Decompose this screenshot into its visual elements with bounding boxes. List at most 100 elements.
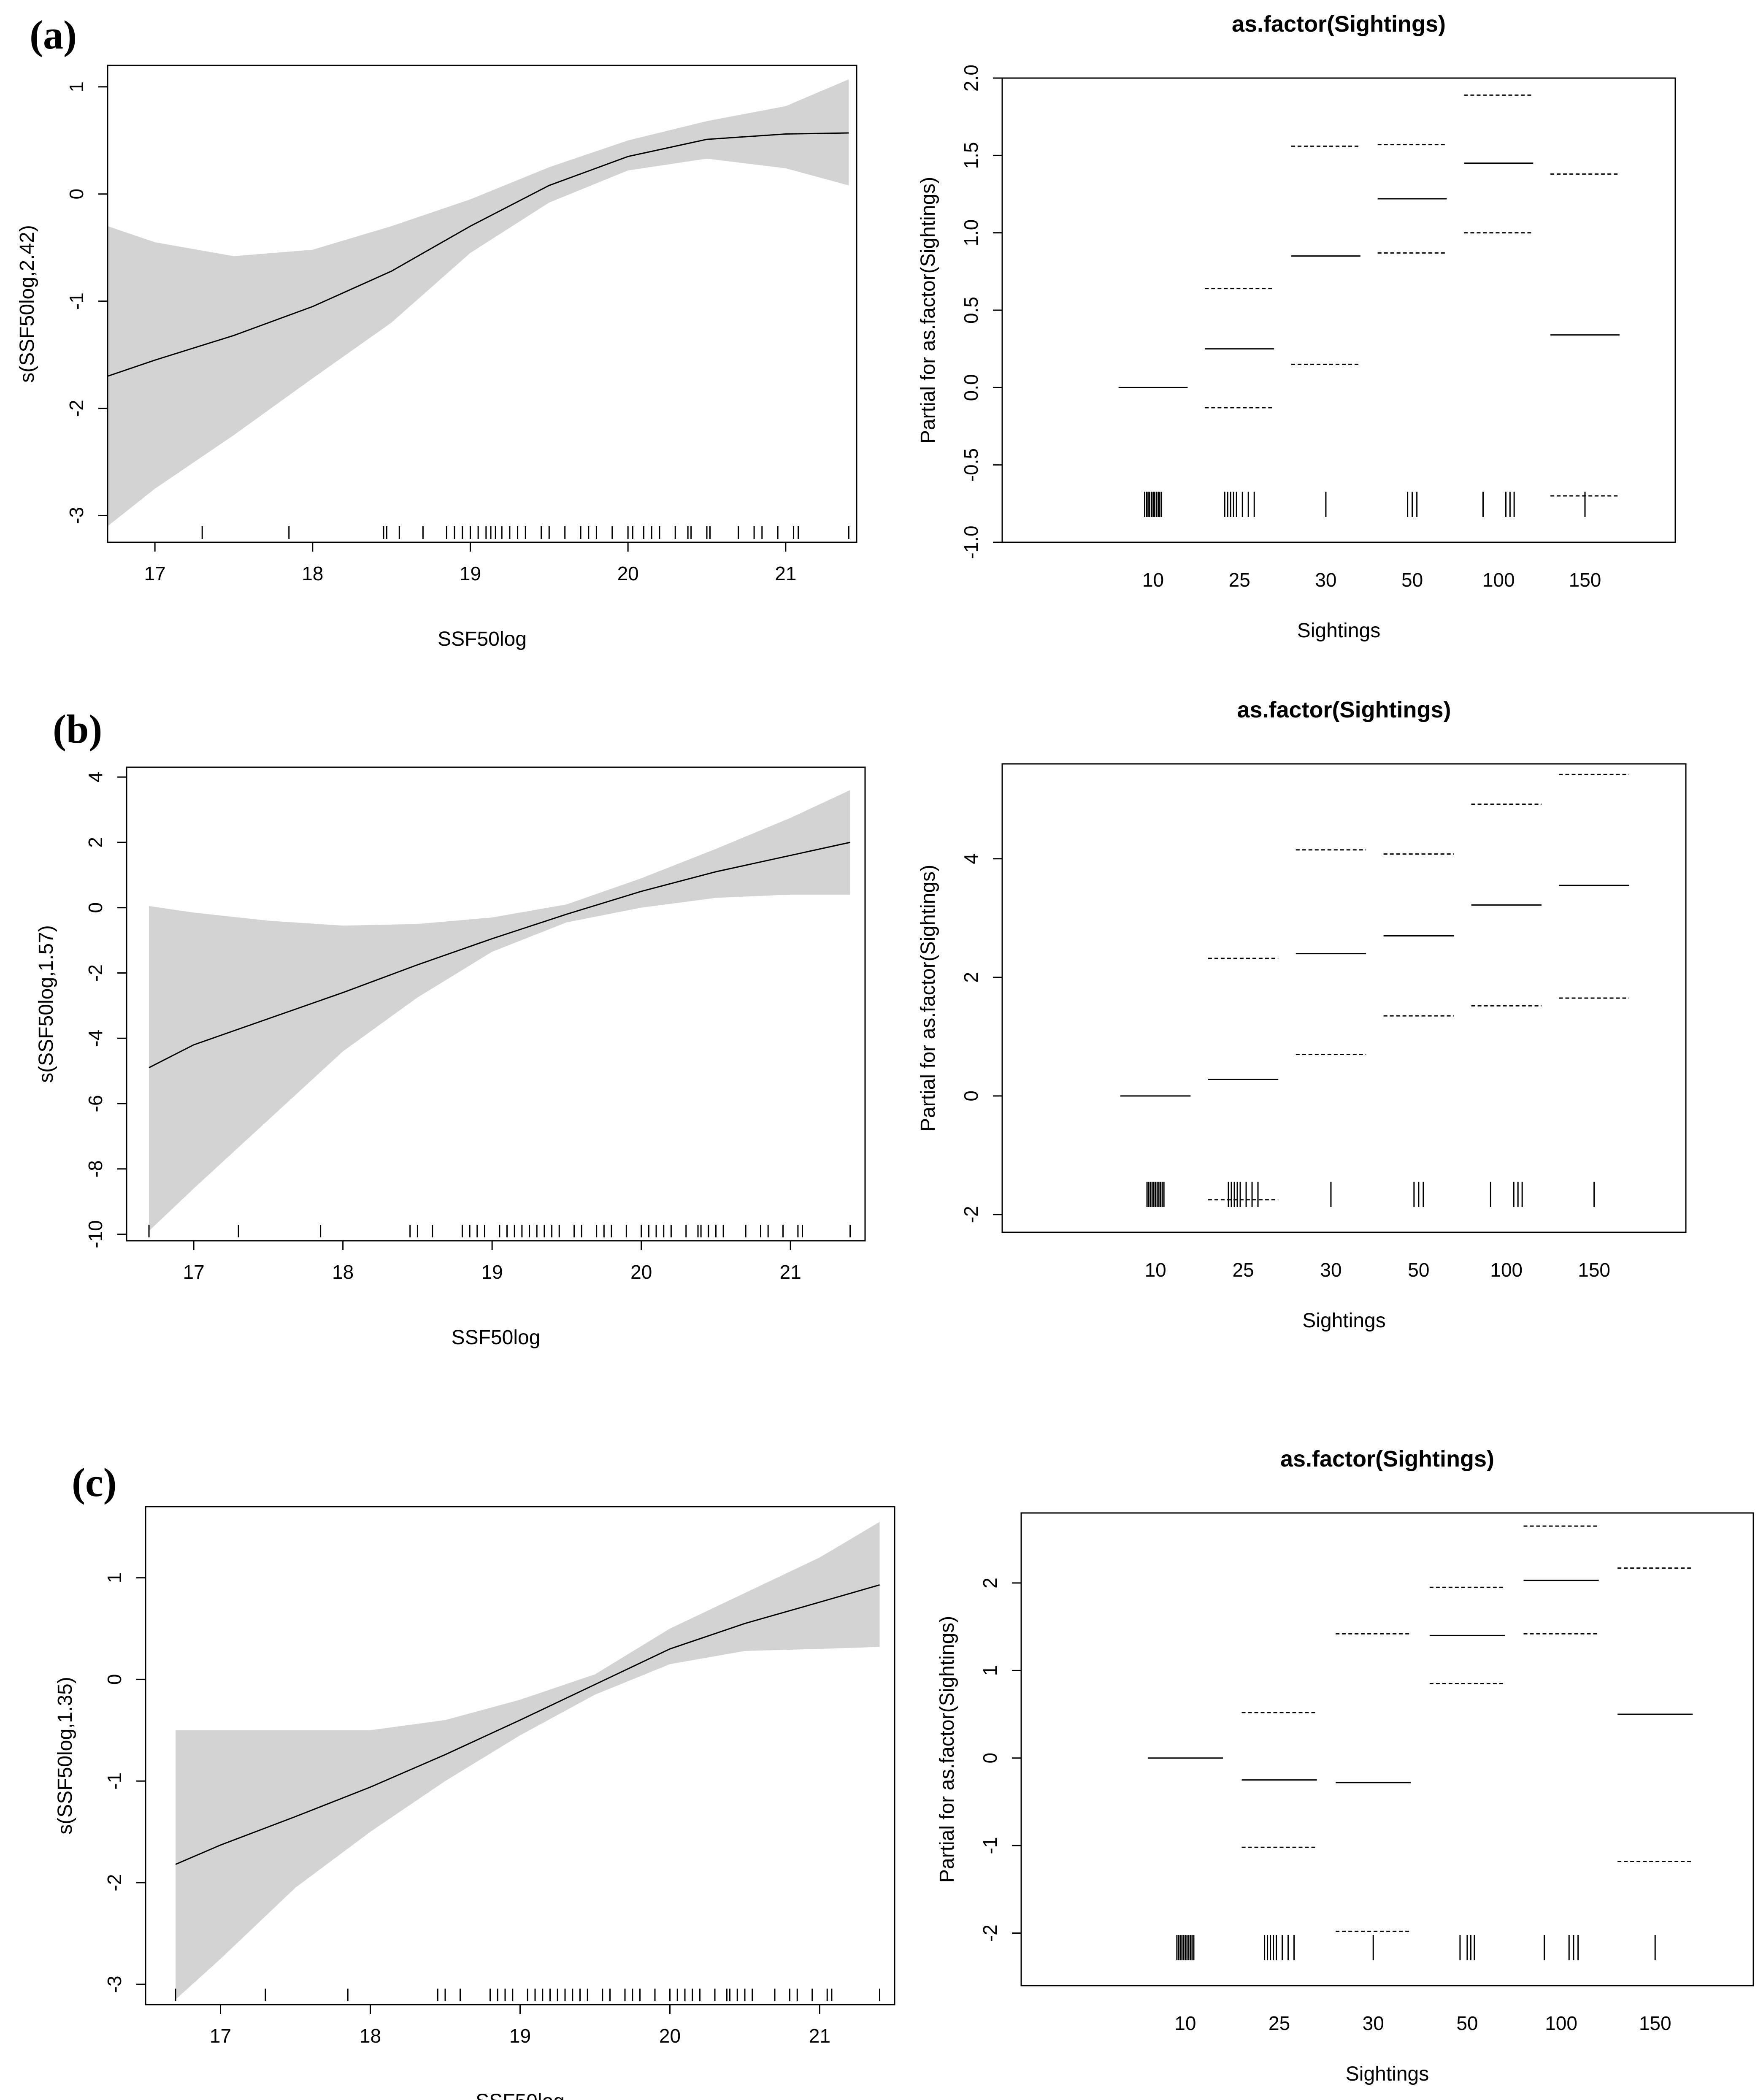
- x-tick-label: 17: [144, 563, 166, 585]
- x-tick-label: 150: [1578, 1259, 1610, 1281]
- smooth-plot-a: 17 18 19 20 21 -3 -2 -1 0 1 SSF50log s(SSF50log,2.4…: [16, 65, 857, 650]
- confidence-band: [108, 79, 849, 526]
- y-tick-label: -4: [84, 1030, 106, 1047]
- plot-frame: [1001, 763, 1687, 1233]
- plot-frame: [1001, 77, 1676, 543]
- x-tick-label: 19: [460, 563, 481, 585]
- x-tick-label: 20: [659, 2025, 681, 2047]
- y-tick-label: -1: [65, 292, 87, 310]
- row-a: (a) 17 18 19 20 21 -3 -2 -1 0 1 SSF50log s(SSF50log…: [16, 11, 1676, 650]
- x-axis-label: Sightings: [1346, 2063, 1429, 2085]
- y-tick-label: -1: [103, 1773, 125, 1790]
- y-tick-label: -2: [103, 1874, 125, 1892]
- x-tick-label: 25: [1268, 2012, 1290, 2034]
- x-axis-label: SSF50log: [452, 1326, 541, 1349]
- x-axis-label: SSF50log: [438, 628, 527, 650]
- x-tick-label: 50: [1401, 569, 1423, 591]
- confidence-band: [149, 790, 850, 1231]
- row-c: (c) 1718192021-3-2-101SSF50logs(SSF50log…: [54, 1446, 1754, 2100]
- confidence-band: [176, 1522, 880, 2000]
- y-tick-label: 0: [65, 189, 87, 200]
- x-tick-label: 20: [630, 1261, 652, 1283]
- panel-label-c: (c): [72, 1460, 117, 1505]
- x-tick-label: 150: [1639, 2012, 1671, 2034]
- y-axis-label: Partial for as.factor(Sightings): [936, 1616, 958, 1883]
- y-tick-label: 0.5: [960, 297, 982, 324]
- y-axis-label: Partial for as.factor(Sightings): [917, 865, 939, 1131]
- y-tick-label: 0: [960, 1091, 982, 1101]
- y-tick-label: -3: [65, 507, 87, 524]
- y-tick-label: 0: [84, 902, 106, 913]
- y-tick-label: 2: [960, 972, 982, 983]
- x-tick-label: 17: [210, 2025, 231, 2047]
- x-tick-label: 18: [302, 563, 323, 585]
- y-tick-label: -2: [960, 1206, 982, 1223]
- y-tick-label: 0.0: [960, 374, 982, 401]
- y-tick-label: 2: [979, 1578, 1001, 1589]
- x-tick-label: 150: [1569, 569, 1601, 591]
- y-tick-label: 0: [979, 1753, 1001, 1764]
- x-tick-label: 10: [1174, 2012, 1196, 2034]
- x-tick-label: 25: [1229, 569, 1250, 591]
- y-tick-label: -1.0: [960, 525, 982, 559]
- x-tick-label: 30: [1363, 2012, 1384, 2034]
- plot-frame: [1020, 1512, 1754, 1986]
- y-axis-label: s(SSF50log,1.35): [54, 1677, 76, 1835]
- x-tick-label: 18: [360, 2025, 381, 2047]
- smooth-plot-c: 17 18 19 20 21 -3 -2 -1 0 1 SSF50log s(SSF50log,1.3…: [54, 1506, 895, 2100]
- plot-title: as.factor(Sightings): [1237, 697, 1451, 723]
- plot-frame: [107, 65, 857, 543]
- y-tick-label: 0: [103, 1674, 125, 1685]
- x-tick-label: 21: [809, 2025, 830, 2047]
- y-tick-label: 1: [103, 1572, 125, 1583]
- y-axis-label: Partial for as.factor(Sightings): [917, 177, 939, 444]
- y-tick-label: 1: [979, 1665, 1001, 1676]
- factor-plot-c: 10 25 30 50 100 150 -2 -1 0 1 2 as.factor(Sightings…: [936, 1446, 1754, 2085]
- factor-plot-b: 10 25 30 50 100 150 -2 0 2 4 as.factor(Sightings) S…: [917, 697, 1687, 1332]
- x-axis-label: Sightings: [1297, 620, 1380, 642]
- x-tick-label: 10: [1145, 1259, 1166, 1281]
- x-tick-label: 50: [1456, 2012, 1478, 2034]
- x-tick-label: 30: [1315, 569, 1336, 591]
- x-tick-label: 18: [332, 1261, 354, 1283]
- row-b: (b) 17 18 19 20 21-10-8-6-4-2024SSF50logs(SS…: [35, 697, 1687, 1349]
- y-tick-label: -10: [84, 1220, 106, 1248]
- x-tick-label: 19: [481, 1261, 503, 1283]
- fitted-line: [107, 132, 849, 377]
- y-tick-label: -6: [84, 1095, 106, 1112]
- x-tick-label: 10: [1142, 569, 1164, 591]
- y-tick-label: 4: [960, 853, 982, 864]
- x-tick-label: 25: [1232, 1259, 1254, 1281]
- y-tick-label: 2: [84, 837, 106, 848]
- factor-plot-a: 10 25 30 50 100 150 -1.0 -0.5 0.0 0.5 1.0 1.5 2.0 as.…: [917, 11, 1676, 642]
- fitted-line: [149, 842, 850, 1069]
- x-tick-label: 20: [617, 563, 639, 585]
- panel-label-a: (a): [30, 12, 77, 57]
- y-tick-label: 2.0: [960, 65, 982, 92]
- smooth-plot-b: 17 18 19 20 21 -10 -8 -6 -4 -2 0 2 4 SSF50log s(SSF50l…: [35, 766, 866, 1349]
- y-tick-label: -0.5: [960, 448, 982, 482]
- y-tick-label: -3: [103, 1976, 125, 1993]
- x-axis-label: Sightings: [1302, 1310, 1385, 1332]
- y-tick-label: -2: [979, 1924, 1001, 1942]
- plot-frame: [126, 766, 866, 1242]
- plot-title: as.factor(Sightings): [1280, 1446, 1494, 1472]
- fitted-line: [175, 1584, 880, 1865]
- y-tick-label: 4: [84, 771, 106, 782]
- x-tick-label: 21: [775, 563, 796, 585]
- x-tick-label: 19: [509, 2025, 531, 2047]
- x-tick-label: 30: [1320, 1259, 1341, 1281]
- y-axis-label: s(SSF50log,1.57): [35, 925, 57, 1083]
- y-tick-label: -1: [979, 1837, 1001, 1854]
- x-axis-label: SSF50log: [476, 2090, 565, 2100]
- y-tick-label: -8: [84, 1160, 106, 1177]
- x-tick-label: 21: [780, 1261, 801, 1283]
- plot-title: as.factor(Sightings): [1232, 11, 1446, 37]
- y-tick-label: 1: [65, 81, 87, 92]
- y-tick-label: 1.0: [960, 219, 982, 246]
- y-axis-label: s(SSF50log,2.42): [16, 225, 38, 383]
- y-tick-label: 1.5: [960, 142, 982, 169]
- x-tick-label: 100: [1545, 2012, 1577, 2034]
- x-tick-label: 50: [1408, 1259, 1429, 1281]
